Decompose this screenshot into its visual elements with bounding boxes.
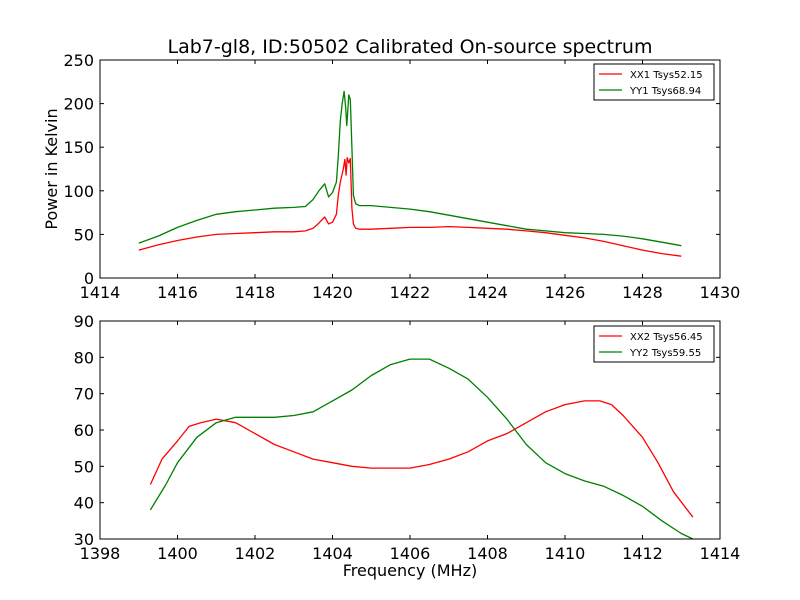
y-tick-label: 80 <box>74 348 94 367</box>
x-tick-label: 1426 <box>545 283 586 302</box>
x-tick-label: 1416 <box>157 283 198 302</box>
x-tick-label: 1398 <box>80 544 121 563</box>
legend-label: YY1 Tsys68.94 <box>629 86 701 97</box>
x-tick-label: 1408 <box>467 544 508 563</box>
y-tick-label: 0 <box>84 269 94 288</box>
legend-box <box>593 63 715 101</box>
y-tick-label: 70 <box>74 385 94 404</box>
x-tick-label: 1402 <box>235 544 276 563</box>
x-tick-label: 1410 <box>545 544 586 563</box>
x-tick-label: 1424 <box>467 283 508 302</box>
y-tick-label: 40 <box>74 494 94 513</box>
top-panel: 1414 1416 1418 1420 1422 1424 1426 1428 1430 0 50 1… <box>63 51 740 302</box>
series-line-yy2-tsys59-55 <box>149 358 694 539</box>
y-tick-label: 200 <box>63 95 94 114</box>
legend-label: YY2 Tsys59.55 <box>629 348 701 359</box>
bottom-panel: 1398 1400 1402 1404 1406 1408 1410 1412 1414 30 40… <box>74 312 741 563</box>
series-line-xx1-tsys52-15 <box>138 157 682 257</box>
x-tick-label: 1428 <box>622 283 663 302</box>
x-tick-label: 1400 <box>157 544 198 563</box>
y-tick-label: 150 <box>63 138 94 157</box>
legend: XX2 Tsys56.45 YY2 Tsys59.55 <box>593 325 715 363</box>
legend: XX1 Tsys52.15 YY1 Tsys68.94 <box>593 63 715 101</box>
legend-box <box>593 325 715 363</box>
x-tick-label: 1414 <box>700 544 741 563</box>
x-tick-label: 1420 <box>312 283 353 302</box>
y-tick-label: 250 <box>63 51 94 70</box>
legend-label: XX1 Tsys52.15 <box>630 70 703 81</box>
x-tick-label: 1414 <box>80 283 121 302</box>
y-tick-label: 50 <box>74 225 94 244</box>
series-line-yy1-tsys68-94 <box>138 90 682 247</box>
x-tick-label: 1412 <box>622 544 663 563</box>
y-tick-label: 60 <box>74 421 94 440</box>
y-tick-label: 100 <box>63 182 94 201</box>
y-axis-label: Power in Kelvin <box>42 108 61 229</box>
legend-label: XX2 Tsys56.45 <box>630 332 703 343</box>
x-tick-label: 1418 <box>235 283 276 302</box>
y-tick-label: 50 <box>74 457 94 476</box>
x-tick-label: 1430 <box>700 283 741 302</box>
chart-title: Lab7-gl8, ID:50502 Calibrated On-source … <box>168 36 653 58</box>
x-tick-label: 1422 <box>390 283 431 302</box>
x-tick-label: 1404 <box>312 544 353 563</box>
y-tick-label: 30 <box>74 530 94 549</box>
x-tick-label: 1406 <box>390 544 431 563</box>
y-tick-label: 90 <box>74 312 94 331</box>
series-line-xx2-tsys56-45 <box>149 400 694 518</box>
x-axis-label: Frequency (MHz) <box>343 561 477 580</box>
